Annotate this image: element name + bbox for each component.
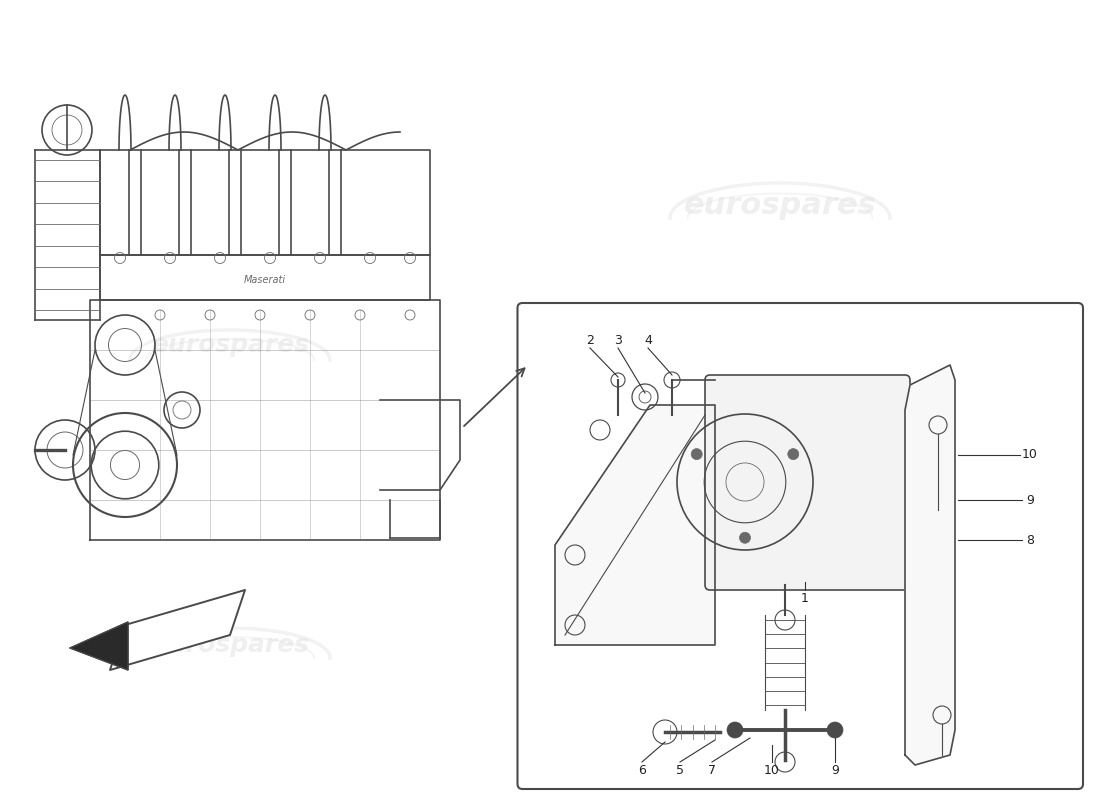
Text: 6: 6 — [638, 763, 646, 777]
Circle shape — [691, 449, 702, 460]
Text: eurospares: eurospares — [151, 333, 309, 357]
Text: 9: 9 — [1026, 494, 1034, 506]
Text: 4: 4 — [645, 334, 652, 346]
Text: 10: 10 — [764, 763, 780, 777]
Text: 3: 3 — [614, 334, 622, 346]
Text: eurospares: eurospares — [683, 190, 877, 219]
Text: 8: 8 — [1026, 534, 1034, 546]
FancyBboxPatch shape — [517, 303, 1084, 789]
Circle shape — [727, 722, 742, 738]
Circle shape — [788, 449, 799, 460]
Polygon shape — [379, 400, 460, 490]
Polygon shape — [70, 622, 128, 670]
Polygon shape — [556, 405, 715, 645]
Text: 5: 5 — [676, 763, 684, 777]
FancyBboxPatch shape — [705, 375, 910, 590]
Text: Maserati: Maserati — [244, 275, 286, 285]
Text: 10: 10 — [1022, 449, 1038, 462]
Text: 2: 2 — [586, 334, 594, 346]
Text: 9: 9 — [832, 763, 839, 777]
Text: 7: 7 — [708, 763, 716, 777]
Circle shape — [827, 722, 843, 738]
Text: eurospares: eurospares — [691, 573, 849, 597]
Text: 1: 1 — [801, 591, 808, 605]
Polygon shape — [905, 365, 955, 765]
Polygon shape — [110, 590, 245, 670]
Text: eurospares: eurospares — [151, 633, 309, 657]
Circle shape — [739, 532, 750, 543]
